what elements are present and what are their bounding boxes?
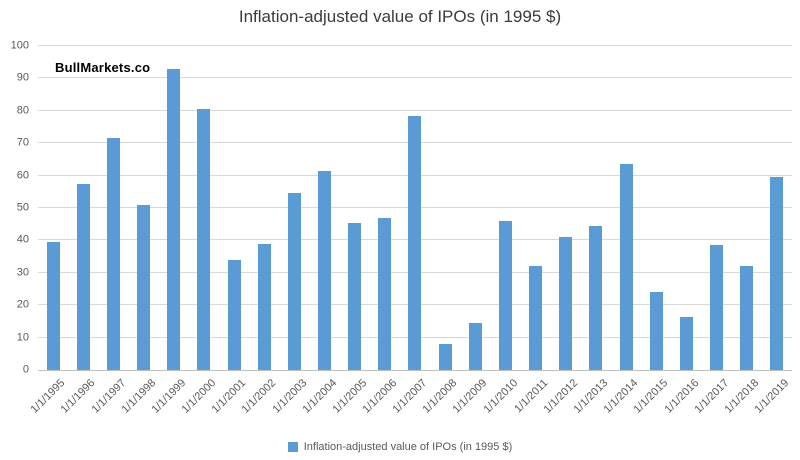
bar-1-1-2012 bbox=[559, 237, 573, 370]
bar-1-1-1998 bbox=[137, 204, 151, 370]
legend-swatch-icon bbox=[287, 442, 298, 452]
bar-1-1-2019 bbox=[770, 177, 784, 370]
bar-cell bbox=[68, 46, 98, 370]
bar-cell bbox=[430, 46, 460, 370]
x-tick-cell: 1/1/1997 bbox=[89, 371, 128, 427]
bar-cell bbox=[551, 46, 581, 370]
bar-cell bbox=[460, 46, 490, 370]
x-tick-cell: 1/1/2008 bbox=[421, 371, 460, 427]
bar-cell bbox=[701, 46, 731, 370]
legend-label: Inflation-adjusted value of IPOs (in 199… bbox=[303, 441, 513, 453]
bar-cell bbox=[370, 46, 400, 370]
bar-1-1-2008 bbox=[438, 344, 452, 370]
y-tick-label: 70 bbox=[16, 136, 29, 149]
x-tick-cell: 1/1/2007 bbox=[391, 371, 430, 427]
gridline bbox=[38, 109, 792, 111]
bar-1-1-2011 bbox=[529, 266, 543, 370]
bar-1-1-2000 bbox=[197, 109, 211, 370]
bar-1-1-2015 bbox=[649, 292, 663, 370]
plot-area: BullMarkets.co bbox=[38, 45, 792, 371]
bar-1-1-2003 bbox=[287, 193, 301, 370]
y-tick-label: 90 bbox=[16, 71, 29, 84]
y-tick-label: 10 bbox=[16, 331, 29, 344]
bar-1-1-2005 bbox=[348, 222, 362, 370]
x-tick-cell: 1/1/2018 bbox=[722, 371, 762, 427]
bar-cell bbox=[581, 46, 611, 370]
legend: Inflation-adjusted value of IPOs (in 199… bbox=[0, 441, 800, 453]
gridline bbox=[38, 45, 792, 46]
bar-1-1-1997 bbox=[106, 138, 120, 370]
gridline bbox=[38, 77, 792, 79]
y-tick-label: 60 bbox=[16, 169, 29, 182]
bar-1-1-1999 bbox=[167, 68, 181, 370]
y-tick-label: 0 bbox=[22, 363, 29, 376]
y-tick-label: 20 bbox=[16, 298, 29, 311]
x-tick-cell: 1/1/2013 bbox=[572, 371, 611, 427]
x-tick-cell: 1/1/2014 bbox=[602, 371, 641, 427]
x-tick-cell: 1/1/2017 bbox=[692, 371, 731, 427]
x-tick-cell: 1/1/2006 bbox=[361, 371, 400, 427]
bar-cell bbox=[159, 46, 189, 370]
bar-cell bbox=[279, 46, 309, 370]
bar-cell bbox=[249, 46, 279, 370]
bar-1-1-2018 bbox=[740, 266, 754, 370]
x-tick-cell: 1/1/1995 bbox=[29, 371, 68, 427]
bar-1-1-2004 bbox=[317, 170, 331, 370]
chart-title: Inflation-adjusted value of IPOs (in 199… bbox=[238, 7, 562, 26]
bar-cell bbox=[671, 46, 701, 370]
bar-1-1-2010 bbox=[498, 220, 512, 370]
bar-cell bbox=[38, 46, 68, 370]
bar-1-1-2007 bbox=[408, 115, 422, 370]
x-tick-cell: 1/1/2002 bbox=[240, 371, 279, 427]
x-tick-cell: 1/1/2004 bbox=[300, 371, 339, 427]
bar-cell bbox=[611, 46, 641, 370]
bar-cell bbox=[219, 46, 249, 370]
bar-cell bbox=[490, 46, 520, 370]
bar-1-1-1996 bbox=[76, 183, 90, 370]
x-tick-cell: 1/1/2000 bbox=[180, 371, 219, 427]
bar-cell bbox=[732, 46, 762, 370]
x-axis: 1/1/1995 1/1/1996 1/1/1997 1/1/1998 1/1/1999… bbox=[29, 371, 792, 427]
y-axis: 0 10 20 30 40 50 60 70 80 90 100 bbox=[0, 40, 34, 375]
y-tick-label: 100 bbox=[10, 39, 29, 52]
x-tick-cell: 1/1/2011 bbox=[512, 371, 551, 427]
x-tick-cell: 1/1/2015 bbox=[632, 371, 671, 427]
x-tick-cell: 1/1/2005 bbox=[330, 371, 370, 427]
bar-cell bbox=[98, 46, 128, 370]
y-tick-label: 30 bbox=[16, 266, 29, 279]
x-tick-cell: 1/1/1996 bbox=[59, 371, 98, 427]
x-tick-cell: 1/1/2003 bbox=[270, 371, 309, 427]
bar-cell bbox=[309, 46, 339, 370]
bar-1-1-2001 bbox=[227, 259, 241, 370]
bar-1-1-2014 bbox=[619, 164, 633, 370]
bar-cell bbox=[189, 46, 219, 370]
x-tick-cell: 1/1/2009 bbox=[451, 371, 490, 427]
x-tick-cell: 1/1/2019 bbox=[753, 371, 792, 427]
x-tick-cell: 1/1/2001 bbox=[210, 371, 249, 427]
x-tick-cell: 1/1/2012 bbox=[541, 371, 581, 427]
x-tick-cell: 1/1/2016 bbox=[662, 371, 701, 427]
y-tick-label: 50 bbox=[16, 201, 29, 214]
bar-cell bbox=[400, 46, 430, 370]
bar-1-1-2002 bbox=[257, 243, 271, 370]
bar-series bbox=[38, 46, 792, 370]
x-tick-cell: 1/1/1999 bbox=[149, 371, 189, 427]
bar-cell bbox=[762, 46, 792, 370]
bar-1-1-2013 bbox=[589, 225, 603, 370]
bar-cell bbox=[128, 46, 158, 370]
y-tick-label: 80 bbox=[16, 104, 29, 117]
bar-1-1-1995 bbox=[46, 242, 60, 370]
bar-cell bbox=[521, 46, 551, 370]
watermark: BullMarkets.co bbox=[55, 60, 151, 75]
x-tick-cell: 1/1/1998 bbox=[119, 371, 158, 427]
bar-1-1-2016 bbox=[679, 316, 693, 370]
y-tick-label: 40 bbox=[16, 233, 29, 246]
bar-cell bbox=[340, 46, 370, 370]
bar-1-1-2006 bbox=[378, 217, 392, 370]
bar-1-1-2009 bbox=[468, 323, 482, 370]
bar-cell bbox=[641, 46, 671, 370]
bar-1-1-2017 bbox=[710, 245, 724, 370]
x-tick-cell: 1/1/2010 bbox=[481, 371, 520, 427]
